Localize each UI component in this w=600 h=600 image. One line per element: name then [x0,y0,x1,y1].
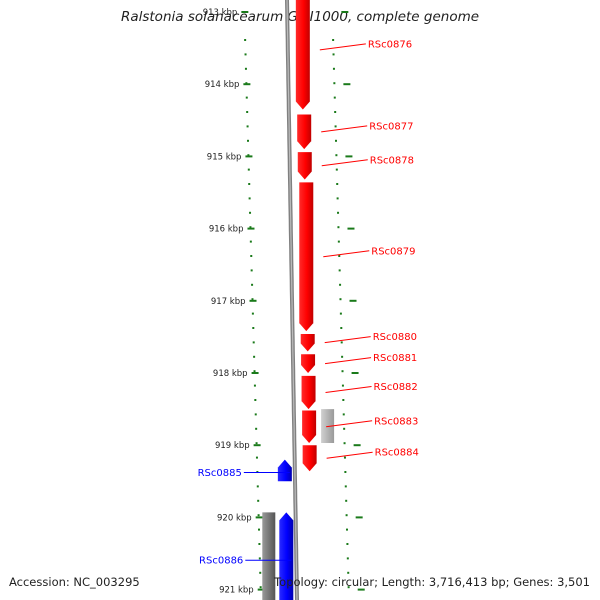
tick-label: 914 kbp [205,80,240,90]
label-leader [325,385,372,393]
gene-rsc0877[interactable] [297,114,312,150]
label-leader [323,250,370,258]
gene-rsc0880[interactable] [300,334,315,352]
gene-label: RSc0882 [374,382,418,393]
gene-rsc0876[interactable] [295,0,310,110]
gene-label: RSc0877 [369,121,413,132]
gene-label: RSc0886 [199,556,243,567]
label-leader [326,451,373,459]
label-leader [324,357,372,365]
tick-label: 917 kbp [211,297,246,307]
tick-label: 919 kbp [215,441,250,451]
gene-rsc0883[interactable] [302,410,317,444]
gene-rsc0881[interactable] [301,354,316,373]
tick-label: 920 kbp [217,513,252,523]
feature-block [262,512,276,600]
genome-stats: Topology: circular; Length: 3,716,413 bp… [274,575,590,589]
gene-label: RSc0878 [370,155,414,166]
gene-label: RSc0880 [373,332,417,343]
gene-rsc0886[interactable] [279,512,294,600]
label-leader [326,420,373,428]
gene-label: RSc0879 [371,246,415,257]
gene-rsc0878[interactable] [297,152,312,180]
gene-label: RSc0881 [373,353,417,364]
gene-rsc0884[interactable] [302,445,317,472]
gene-rsc0879[interactable] [299,182,314,332]
tick-label: 915 kbp [207,152,242,162]
label-leader [321,125,368,133]
label-leader [324,336,371,344]
gene-rsc0885[interactable] [277,459,292,482]
feature-block [321,409,335,444]
tick-label: 916 kbp [209,225,244,235]
label-leader [319,43,366,51]
gene-label: RSc0885 [198,468,242,479]
genome-backbone-highlight [286,0,298,600]
tick-label: 913 kbp [203,8,238,18]
gene-label: RSc0876 [368,39,412,50]
label-leader [321,159,368,167]
tick-label: 921 kbp [219,586,254,596]
gene-label: RSc0883 [374,416,418,427]
gene-label: RSc0884 [375,448,419,459]
tick-label: 918 kbp [213,369,248,379]
accession-label: Accession: NC_003295 [9,575,140,589]
gene-rsc0882[interactable] [301,375,316,410]
